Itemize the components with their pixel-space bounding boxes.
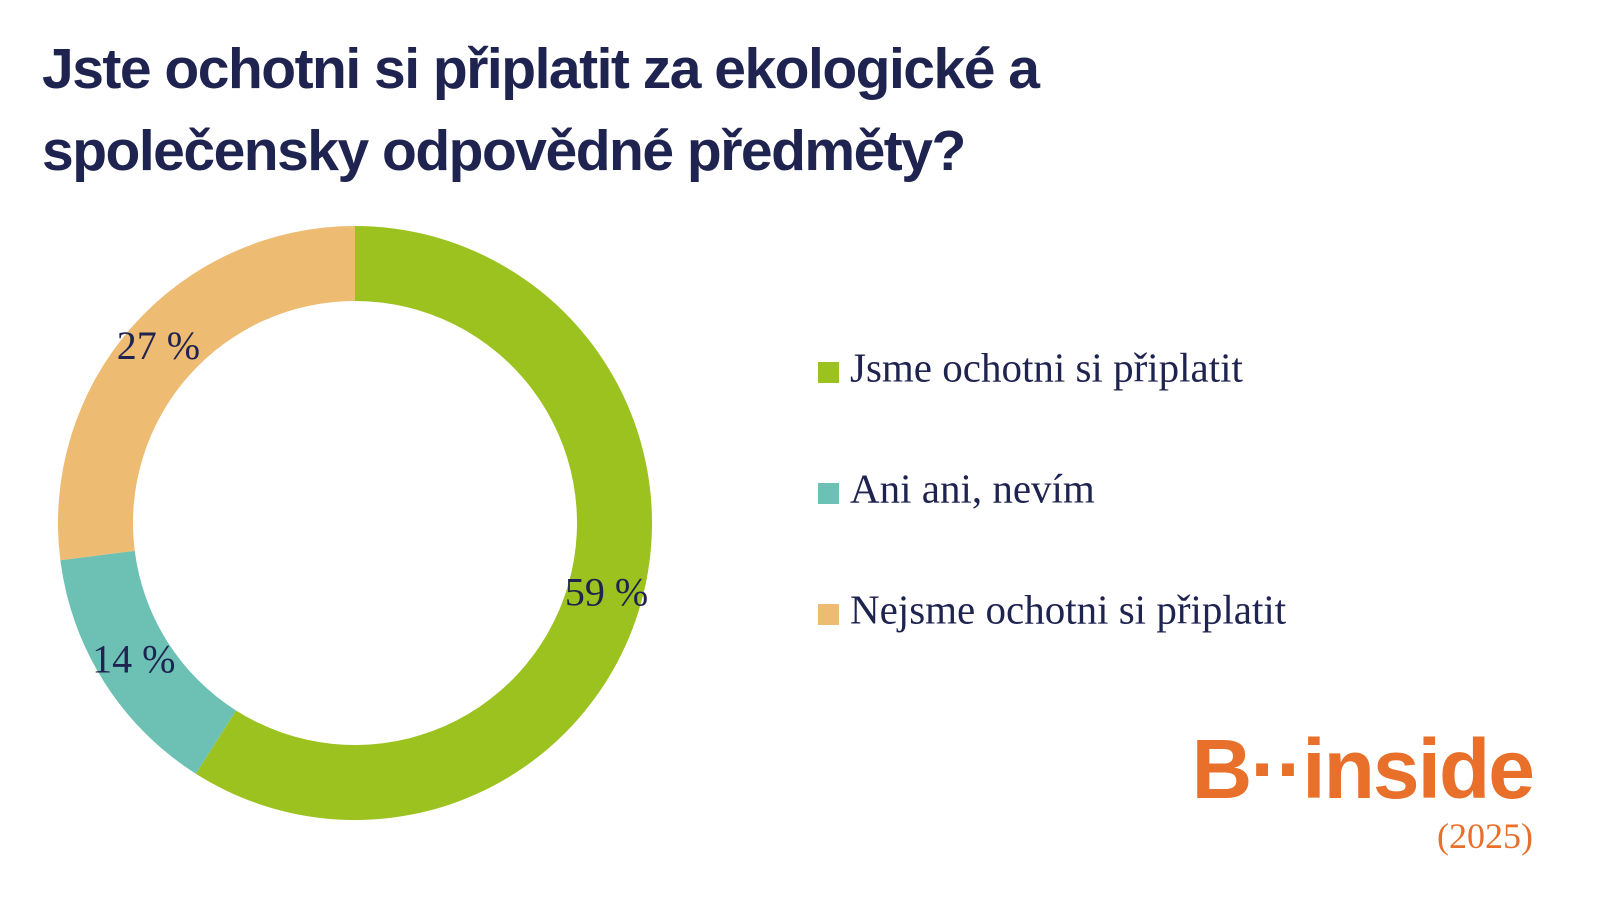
donut-slice: [60, 550, 237, 774]
data-label: 14 %: [92, 637, 175, 682]
legend-swatch: [818, 604, 839, 625]
data-label: 59 %: [565, 569, 648, 614]
legend-label: Jsme ochotni si připlatit: [850, 344, 1243, 390]
legend-swatch: [818, 483, 839, 504]
data-label: 27 %: [117, 323, 200, 368]
chart-title: Jste ochotni si připlatit za ekologické …: [42, 37, 1040, 183]
legend-swatch: [818, 362, 839, 383]
donut-slice: [57, 226, 355, 561]
donut-slice: [195, 226, 652, 820]
legend-label: Ani ani, nevím: [850, 465, 1095, 511]
year: (2025): [1437, 816, 1533, 856]
legend-label: Nejsme ochotni si připlatit: [850, 586, 1287, 632]
brand-logo: B··inside: [1192, 722, 1533, 816]
